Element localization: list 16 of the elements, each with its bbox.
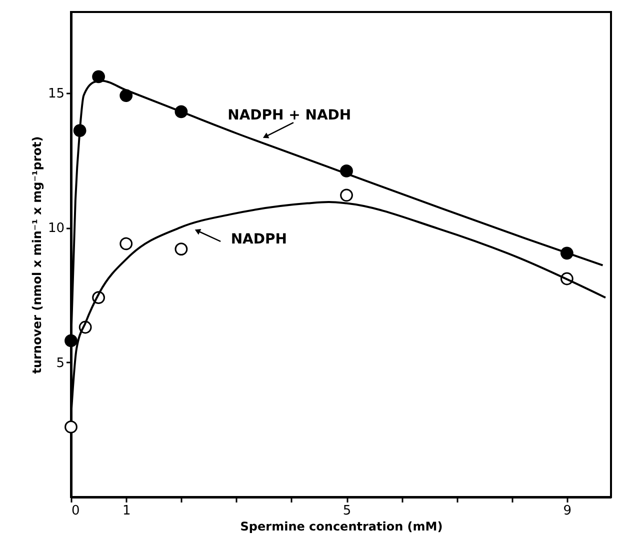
annotation: NADPH: [230, 231, 287, 248]
x-tick-label: 0: [72, 504, 80, 518]
point: [120, 237, 133, 250]
point: [174, 242, 188, 256]
annotation: NADPH + NADH: [228, 107, 352, 124]
y-tick-label: 10: [48, 221, 64, 236]
y-tick-label: 5: [56, 356, 64, 371]
x-tick-label: 9: [563, 504, 572, 518]
y-tick-label: 15: [48, 86, 64, 102]
x-axis-title: Spermine concentration (mM): [240, 520, 443, 534]
point: [340, 188, 353, 202]
x-tick-label: 1: [122, 504, 131, 518]
point: [64, 420, 78, 434]
y-axis-title: turnover (nmol x min⁻¹ x mg⁻¹prot): [30, 136, 44, 374]
point: [64, 334, 78, 348]
x-tick-label: 5: [342, 504, 352, 518]
